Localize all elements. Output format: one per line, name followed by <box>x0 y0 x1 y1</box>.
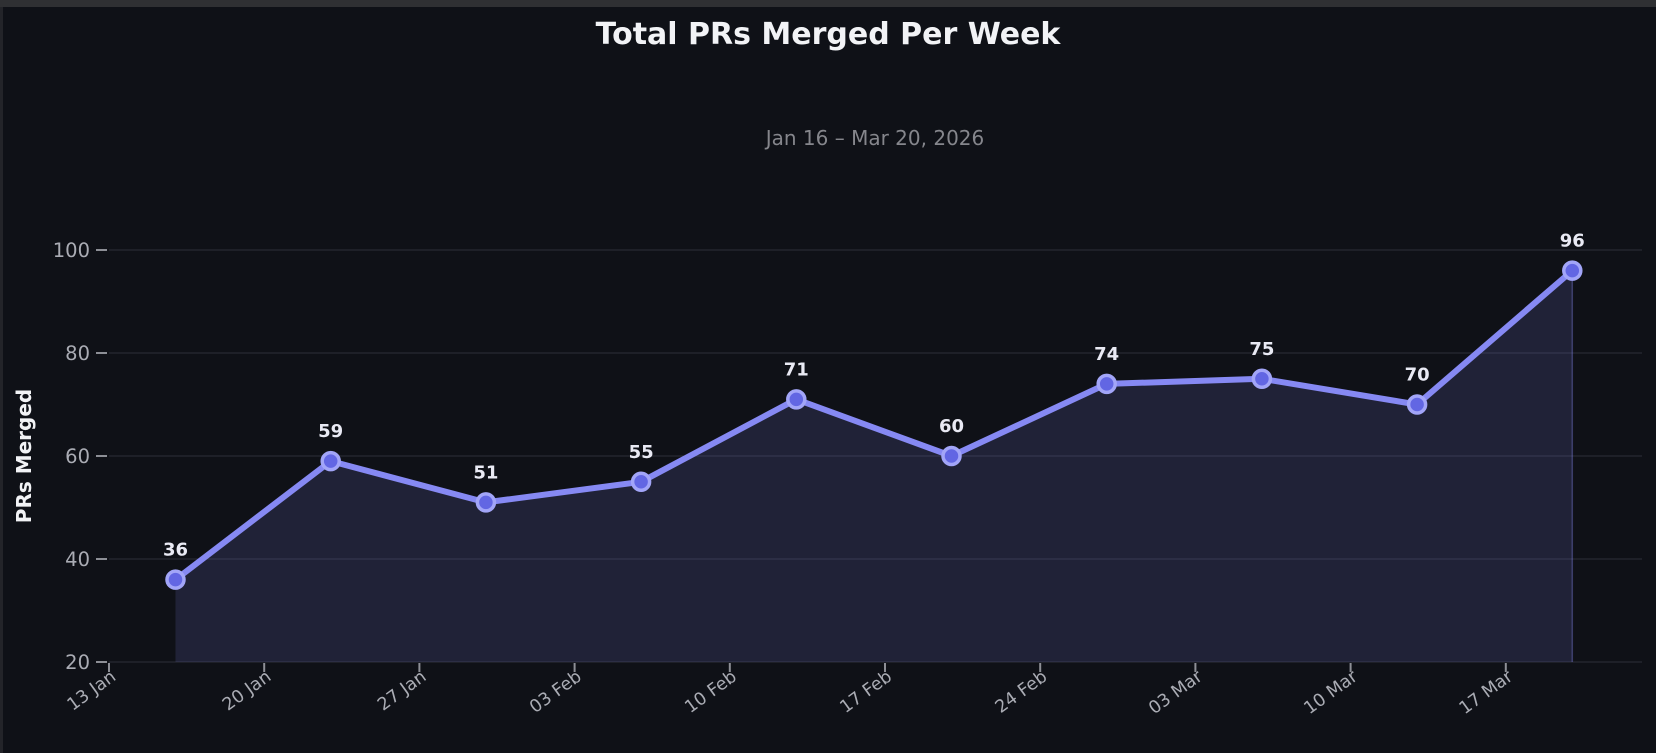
x-tick-label: 17 Feb <box>837 667 896 718</box>
data-point <box>165 569 186 590</box>
data-points <box>165 260 1583 590</box>
window-left-edge <box>0 7 3 753</box>
data-point <box>1406 394 1428 415</box>
data-point <box>1251 368 1273 389</box>
x-tick-label: 20 Jan <box>219 667 275 715</box>
data-point-label: 74 <box>1094 344 1119 365</box>
data-point <box>786 389 807 410</box>
chart-subtitle: Jan 16 – Mar 20, 2026 <box>764 126 985 150</box>
x-tick-label: 27 Jan <box>374 667 430 715</box>
y-tick-label: 100 <box>53 239 90 262</box>
y-tick-label: 20 <box>65 651 90 674</box>
window-top-bar <box>0 0 1656 7</box>
data-point-label: 55 <box>629 442 654 463</box>
data-point-label: 60 <box>939 416 964 437</box>
data-point-labels: 36 59 51 55 71 60 74 75 70 96 <box>163 231 1585 561</box>
x-tick-label: 03 Feb <box>526 667 585 718</box>
data-point-label: 70 <box>1405 365 1430 386</box>
x-tick-label: 10 Mar <box>1301 666 1363 718</box>
y-tick-label: 60 <box>65 445 90 468</box>
x-tick-label: 24 Feb <box>992 667 1051 718</box>
data-line <box>172 267 1576 583</box>
y-tick-label: 80 <box>65 342 90 365</box>
data-point <box>941 445 962 467</box>
data-point <box>1096 373 1117 395</box>
data-point <box>475 492 497 513</box>
data-point-label: 59 <box>318 421 343 442</box>
y-tick-label: 40 <box>65 548 90 571</box>
data-point-label: 36 <box>163 540 188 561</box>
area-fill <box>175 270 1574 662</box>
gridlines <box>109 249 1642 663</box>
x-axis-ticks: 13 Jan 20 Jan 27 Jan 03 Feb 10 Feb 17 Feb 24 F… <box>64 663 1518 719</box>
data-point <box>1562 260 1583 281</box>
chart-title: Total PRs Merged Per Week <box>596 17 1062 52</box>
data-point-label: 75 <box>1249 339 1274 360</box>
data-point <box>630 471 652 492</box>
area-fill-shape <box>175 270 1573 662</box>
data-point-label: 96 <box>1560 231 1585 252</box>
y-axis-label: PRs Merged <box>12 389 36 523</box>
y-axis-ticks: 20 40 60 80 100 <box>53 239 107 674</box>
data-point-label: 71 <box>784 359 809 380</box>
x-tick-label: 17 Mar <box>1456 666 1518 718</box>
x-tick-label: 13 Jan <box>64 667 120 715</box>
series-line <box>172 267 1576 583</box>
x-tick-label: 10 Feb <box>681 667 740 718</box>
data-point-label: 51 <box>473 462 498 483</box>
x-tick-label: 03 Mar <box>1145 666 1207 718</box>
data-point <box>320 450 341 472</box>
